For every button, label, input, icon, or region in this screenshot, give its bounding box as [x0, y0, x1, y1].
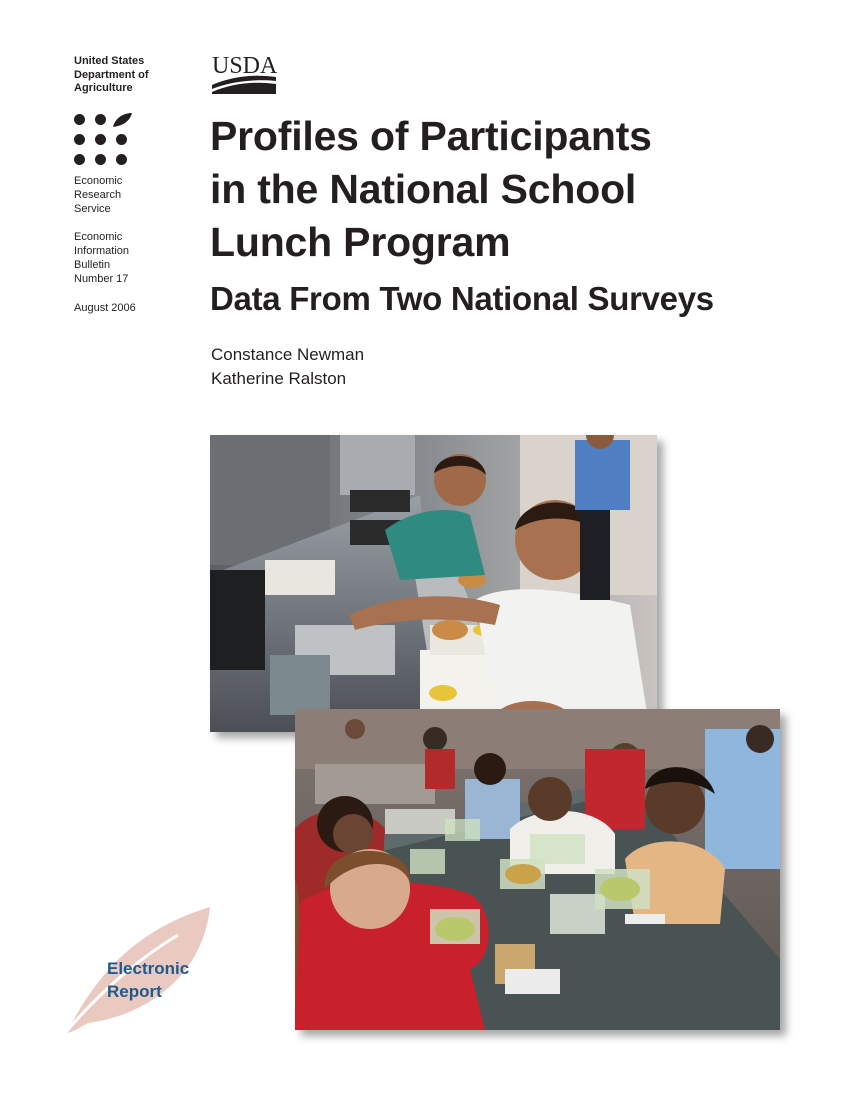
- agency-name: United States Department of Agriculture: [74, 55, 149, 94]
- cafeteria-line-photo: [210, 435, 657, 732]
- sidebar: United States Department of Agriculture …: [74, 55, 184, 314]
- report-subtitle: Data From Two National Surveys: [210, 280, 714, 317]
- publication-date: August 2006: [74, 301, 136, 314]
- ers-dots-leaf-icon: [74, 112, 134, 168]
- usda-logo: USDA: [212, 53, 278, 94]
- report-title: Profiles of Participants in the National…: [210, 113, 652, 265]
- svg-text:USDA: USDA: [212, 53, 278, 79]
- service-name: Economic Research Service: [74, 174, 123, 215]
- electronic-report-badge: Electronic Report: [107, 959, 190, 1001]
- students-eating-photo: [295, 709, 780, 1030]
- leaf-icon: [60, 907, 210, 1038]
- bulletin-info: Economic Information Bulletin Number 17: [74, 230, 130, 285]
- author-name: Constance Newman: [211, 345, 365, 364]
- authors: Constance Newman Katherine Ralston: [211, 343, 364, 391]
- author-name: Katherine Ralston: [211, 369, 347, 388]
